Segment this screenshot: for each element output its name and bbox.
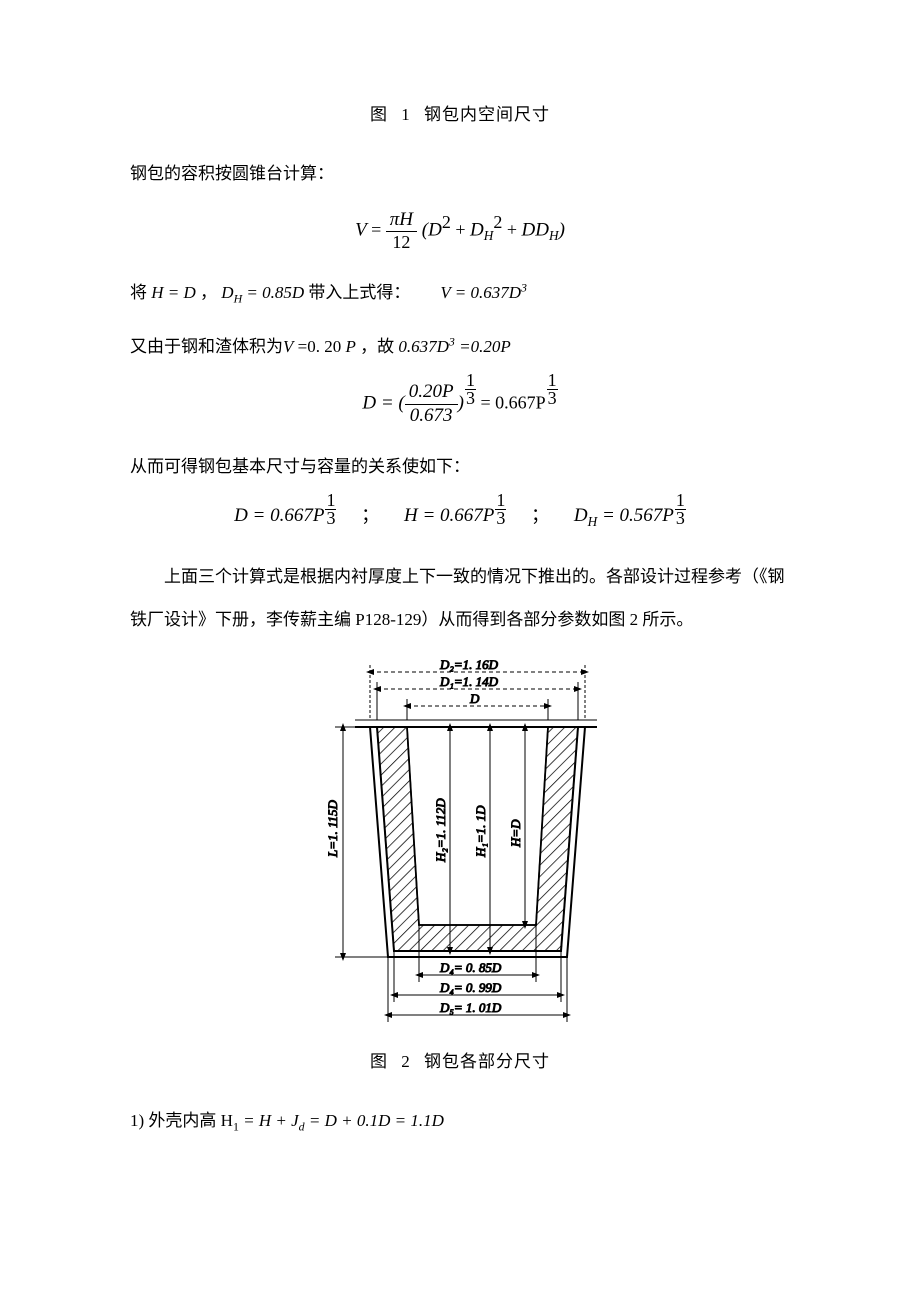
dim-da: D₄= 0. 85D <box>439 960 502 975</box>
dim-l: L=1. 115D <box>325 800 340 859</box>
fig2-title: 钢包各部分尺寸 <box>424 1052 550 1071</box>
para-reference: 上面三个计算式是根据内衬厚度上下一致的情况下推出的。各部设计过程参考（《钢铁厂设… <box>130 556 790 641</box>
ladle-svg: D₂=1. 16D D₁=1. 14D D L=1. 115D H₂=1. 11… <box>295 657 625 1027</box>
dim-d: D <box>469 691 480 706</box>
para-volume-intro: 钢包的容积按圆锥台计算： <box>130 155 790 192</box>
item-1-shell-height: 1) 外壳内高 H1 = H + Jd = D + 0.1D = 1.1D <box>130 1102 790 1140</box>
fig1-num: 1 <box>401 105 411 124</box>
figure-1-caption: 图 1 钢包内空间尺寸 <box>130 100 790 125</box>
dim-h1: H₁=1. 1D <box>473 805 488 858</box>
fig2-label: 图 <box>370 1052 388 1071</box>
dim-h: H=D <box>508 819 523 848</box>
formula-volume: V = πH 12 (D2 + DH2 + DDH) <box>130 208 790 254</box>
formula-diameter: D = (0.20P0.673)13 = 0.667P13 <box>130 381 790 428</box>
figure-2-caption: 图 2 钢包各部分尺寸 <box>130 1047 790 1072</box>
para-substitute: 将 H = D ， DH = 0.85D 带入上式得：V = 0.637D3 <box>130 274 790 312</box>
fig1-title: 钢包内空间尺寸 <box>424 105 550 124</box>
para-relation-intro: 从而可得钢包基本尺寸与容量的关系使如下： <box>130 448 790 485</box>
dim-d1: D₁=1. 14D <box>439 674 499 689</box>
fig2-num: 2 <box>401 1052 411 1071</box>
ladle-diagram: D₂=1. 16D D₁=1. 14D D L=1. 115D H₂=1. 11… <box>130 657 790 1032</box>
dim-d2: D₂=1. 16D <box>439 657 499 672</box>
para-slag-volume: 又由于钢和渣体积为V =0. 20 P ，故 0.637D3 =0.20P <box>130 328 790 365</box>
fig1-label: 图 <box>370 105 388 124</box>
dim-ds: D₅= 1. 01D <box>439 1000 502 1015</box>
dim-de: D₄= 0. 99D <box>439 980 502 995</box>
formula-relations: D = 0.667P13 ； H = 0.667P13 ； DH = 0.567… <box>130 501 790 536</box>
dim-h2: H₂=1. 112D <box>433 798 448 863</box>
